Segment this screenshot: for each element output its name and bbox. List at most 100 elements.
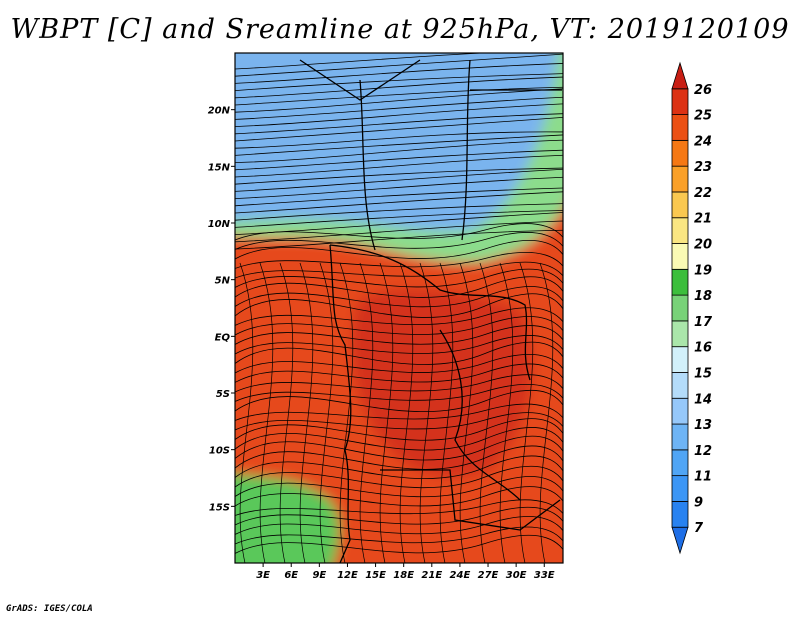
colorbar-segment bbox=[671, 320, 689, 348]
lon-tick-label: 33E bbox=[534, 570, 555, 581]
streamline bbox=[235, 232, 563, 250]
streamline bbox=[235, 341, 563, 365]
country-borders bbox=[299, 59, 562, 563]
border-line bbox=[461, 59, 471, 241]
colorbar-label: 20 bbox=[694, 238, 712, 253]
streamline bbox=[235, 455, 563, 480]
streamline bbox=[235, 307, 563, 326]
streamline bbox=[235, 96, 563, 120]
streamline bbox=[235, 534, 563, 554]
streamline bbox=[235, 63, 563, 84]
streamline bbox=[235, 353, 563, 374]
streamline bbox=[235, 154, 563, 178]
colorbar-segment bbox=[671, 88, 689, 115]
colorbar-label: 21 bbox=[694, 212, 712, 227]
lon-tick-label: 21E bbox=[421, 570, 442, 581]
colorbar-label: 23 bbox=[694, 160, 712, 175]
streamline bbox=[235, 374, 563, 393]
streamline bbox=[235, 103, 563, 127]
streamline bbox=[519, 262, 534, 563]
streamline bbox=[235, 73, 563, 91]
colorbar-label: 16 bbox=[694, 341, 712, 356]
lat-tick-label: EQ bbox=[215, 332, 231, 343]
colorbar-label: 14 bbox=[694, 392, 712, 407]
colorbar-segment bbox=[671, 449, 689, 477]
colorbar-label: 9 bbox=[694, 495, 703, 510]
streamline bbox=[235, 499, 563, 516]
streamline bbox=[235, 435, 563, 461]
streamline bbox=[235, 53, 490, 70]
lon-tick-label: 15E bbox=[365, 570, 386, 581]
colorbar-label: 22 bbox=[694, 186, 712, 201]
streamline bbox=[235, 131, 563, 149]
streamline bbox=[279, 262, 294, 563]
zone-north-dry bbox=[235, 53, 558, 232]
streamline bbox=[235, 134, 563, 156]
streamline bbox=[235, 223, 563, 241]
colorbar-segment bbox=[671, 397, 689, 425]
streamline bbox=[235, 149, 563, 171]
lat-tick-label: 5S bbox=[216, 389, 230, 400]
lon-tick-label: 6E bbox=[284, 570, 298, 581]
streamline bbox=[235, 325, 563, 345]
streamline bbox=[235, 86, 563, 106]
map-frame bbox=[234, 52, 564, 564]
streamline bbox=[235, 88, 563, 113]
border-line bbox=[329, 244, 531, 381]
colorbar-segment bbox=[671, 294, 689, 322]
streamline bbox=[539, 262, 554, 563]
colorbar-segment bbox=[671, 423, 689, 451]
zone-core bbox=[351, 289, 533, 478]
streamline bbox=[235, 286, 563, 308]
border-line bbox=[359, 79, 376, 251]
lon-tick-label: 27E bbox=[478, 570, 499, 581]
streamline bbox=[235, 445, 563, 470]
colorbar-segment bbox=[671, 243, 689, 270]
lon-tick-label: 24E bbox=[450, 570, 471, 581]
lat-tick-label: 20N bbox=[208, 106, 231, 117]
streamline bbox=[235, 363, 563, 383]
colorbar-label: 19 bbox=[694, 263, 712, 278]
streamline bbox=[235, 403, 563, 421]
streamline bbox=[235, 427, 563, 451]
border-line bbox=[329, 244, 352, 563]
streamline bbox=[235, 506, 563, 526]
streamline bbox=[235, 176, 563, 199]
lon-tick-label: 30E bbox=[506, 570, 527, 581]
streamline bbox=[235, 167, 563, 185]
colorbar-segment bbox=[671, 268, 689, 296]
streamline bbox=[235, 117, 563, 142]
colorbar-segment bbox=[671, 475, 689, 502]
colorbar-segment bbox=[671, 61, 689, 90]
colorbar-label: 15 bbox=[694, 366, 712, 381]
streamline bbox=[235, 76, 563, 99]
streamline bbox=[359, 262, 374, 563]
streamline bbox=[419, 262, 434, 563]
grads-credit: GrADS: IGES/COLA bbox=[6, 604, 93, 614]
streamline bbox=[235, 384, 563, 402]
colorbar-segment bbox=[671, 217, 689, 244]
streamline bbox=[259, 262, 274, 563]
colorbar-segment bbox=[671, 346, 689, 373]
colorbar-segment bbox=[671, 139, 689, 167]
streamline bbox=[235, 389, 563, 413]
streamline bbox=[235, 191, 563, 214]
streamline bbox=[235, 220, 563, 243]
streamline bbox=[235, 316, 563, 336]
streamline bbox=[235, 293, 563, 318]
streamline bbox=[235, 261, 563, 279]
border-line bbox=[439, 329, 521, 501]
lat-tick-label: 10S bbox=[209, 446, 230, 457]
border-line bbox=[380, 469, 561, 531]
colorbar-label: 26 bbox=[694, 83, 712, 98]
lon-tick-label: 12E bbox=[337, 570, 358, 581]
streamline bbox=[319, 262, 334, 563]
streamline bbox=[235, 139, 563, 163]
lon-tick-label: 9E bbox=[312, 570, 326, 581]
streamline bbox=[235, 187, 563, 207]
colorbar-segment bbox=[671, 114, 689, 141]
streamline bbox=[235, 412, 563, 431]
streamline bbox=[235, 476, 563, 498]
streamline bbox=[235, 268, 563, 288]
